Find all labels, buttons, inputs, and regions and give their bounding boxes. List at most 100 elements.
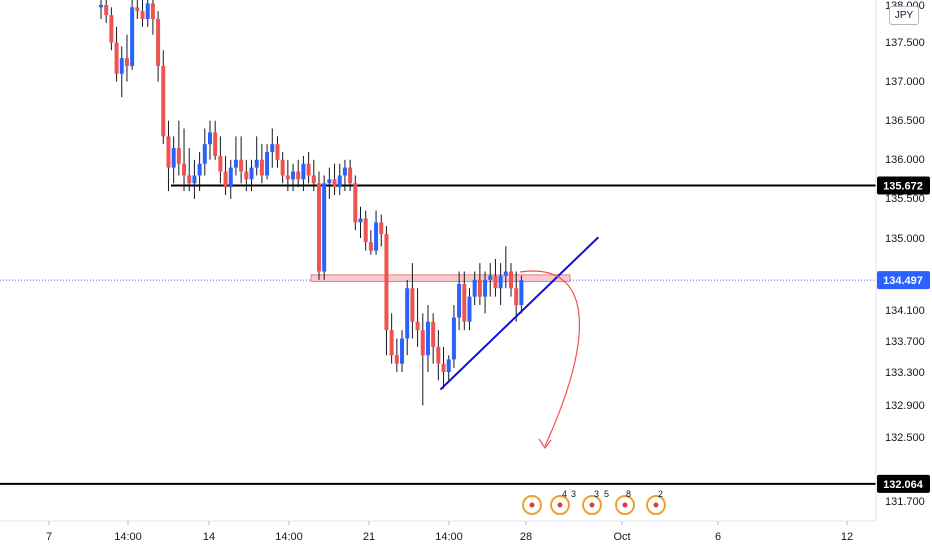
- resistance-zone-rect[interactable]: [310, 274, 571, 283]
- candle-body: [114, 42, 119, 74]
- candle: [301, 155, 306, 192]
- price-axis[interactable]: 138.000137.500137.000136.500136.000135.5…: [885, 0, 925, 508]
- candle: [342, 159, 347, 192]
- time-tick-label: 14: [203, 531, 215, 543]
- price-tick-label: 132.500: [885, 432, 925, 444]
- candle-body: [415, 321, 420, 331]
- ascending-trendline[interactable]: [439, 236, 600, 391]
- candle: [316, 171, 321, 280]
- candle: [285, 159, 290, 192]
- candle: [400, 330, 405, 372]
- candle-body: [296, 171, 301, 180]
- candle-body: [514, 288, 519, 305]
- candle-body: [291, 171, 296, 180]
- candle: [348, 159, 353, 192]
- candle-body: [425, 321, 430, 356]
- candle: [519, 275, 524, 314]
- candle: [244, 159, 249, 192]
- candle-body: [218, 155, 223, 172]
- time-tick-label: 14:00: [114, 531, 142, 543]
- candle: [124, 34, 129, 82]
- candle: [514, 271, 519, 322]
- event-flag-dot: [589, 502, 595, 508]
- candle-body: [156, 19, 161, 66]
- candle: [161, 50, 166, 145]
- candle: [156, 11, 161, 82]
- candle-body: [124, 58, 129, 66]
- candle: [353, 175, 358, 231]
- projection-arrow[interactable]: [519, 270, 580, 447]
- price-tick-label: 131.700: [885, 496, 925, 508]
- projection-arrow-group[interactable]: [519, 270, 580, 450]
- candle-body: [130, 7, 135, 66]
- candle-body: [285, 175, 290, 180]
- time-axis[interactable]: 7 14:00 14 14:00 21 14:00 28 Oct 6 12: [46, 521, 853, 543]
- candle-body: [228, 167, 233, 188]
- candle: [368, 230, 373, 255]
- candle-body: [451, 317, 456, 360]
- candle-body: [462, 284, 467, 322]
- candle: [254, 136, 259, 176]
- candle: [441, 346, 446, 389]
- candle-body: [488, 275, 493, 280]
- candle-body: [498, 275, 503, 289]
- candle-body: [353, 183, 358, 223]
- candle-body: [519, 280, 524, 305]
- candle-body: [233, 159, 238, 168]
- price-tick-label: 134.100: [885, 305, 925, 317]
- price-tags: 135.672 134.497 132.064: [877, 176, 930, 493]
- candle-body: [197, 163, 202, 176]
- candle: [363, 210, 368, 251]
- candle: [145, 0, 150, 27]
- candle-body: [99, 4, 103, 8]
- price-tag-label: 135.672: [883, 180, 923, 192]
- price-tick-label: 132.900: [885, 400, 925, 412]
- candle: [509, 263, 514, 297]
- price-tick-label: 136.000: [885, 154, 925, 166]
- currency-label[interactable]: JPY: [889, 6, 919, 25]
- candle: [104, 0, 109, 23]
- candle: [374, 210, 379, 255]
- candle-body: [384, 234, 389, 331]
- time-tick-label: 12: [841, 531, 853, 543]
- event-count-label: 4: [562, 489, 567, 499]
- candle: [410, 263, 415, 339]
- event-count-label: 5: [604, 489, 609, 499]
- time-tick-label: 7: [46, 531, 52, 543]
- candle-body: [363, 218, 368, 243]
- candle-body: [457, 284, 462, 318]
- candle: [488, 263, 493, 297]
- candle-body: [358, 218, 363, 223]
- candle: [233, 136, 238, 176]
- candle-body: [348, 167, 353, 184]
- candle: [213, 120, 218, 160]
- event-count-label: 3: [571, 489, 576, 499]
- candle: [130, 0, 135, 70]
- candle: [280, 151, 285, 184]
- candle-body: [161, 65, 166, 137]
- candle: [462, 271, 467, 331]
- candle: [436, 330, 441, 381]
- candle: [249, 159, 254, 192]
- candle: [135, 0, 140, 20]
- candle: [394, 338, 399, 372]
- candle: [420, 313, 425, 406]
- candle: [389, 313, 394, 364]
- candle-body: [301, 163, 306, 180]
- candle: [451, 305, 456, 368]
- candle: [99, 0, 103, 20]
- price-tick-label: 136.500: [885, 115, 925, 127]
- candle: [379, 214, 384, 247]
- candle: [296, 159, 301, 188]
- event-count-label: 3: [594, 489, 599, 499]
- candle: [306, 151, 311, 184]
- event-flag-dot: [622, 502, 628, 508]
- candle-body: [119, 58, 124, 74]
- candle-body: [270, 144, 275, 152]
- candle: [202, 128, 207, 176]
- candle: [384, 226, 389, 356]
- trendline-group[interactable]: [439, 236, 600, 391]
- resistance-zone[interactable]: [310, 274, 571, 283]
